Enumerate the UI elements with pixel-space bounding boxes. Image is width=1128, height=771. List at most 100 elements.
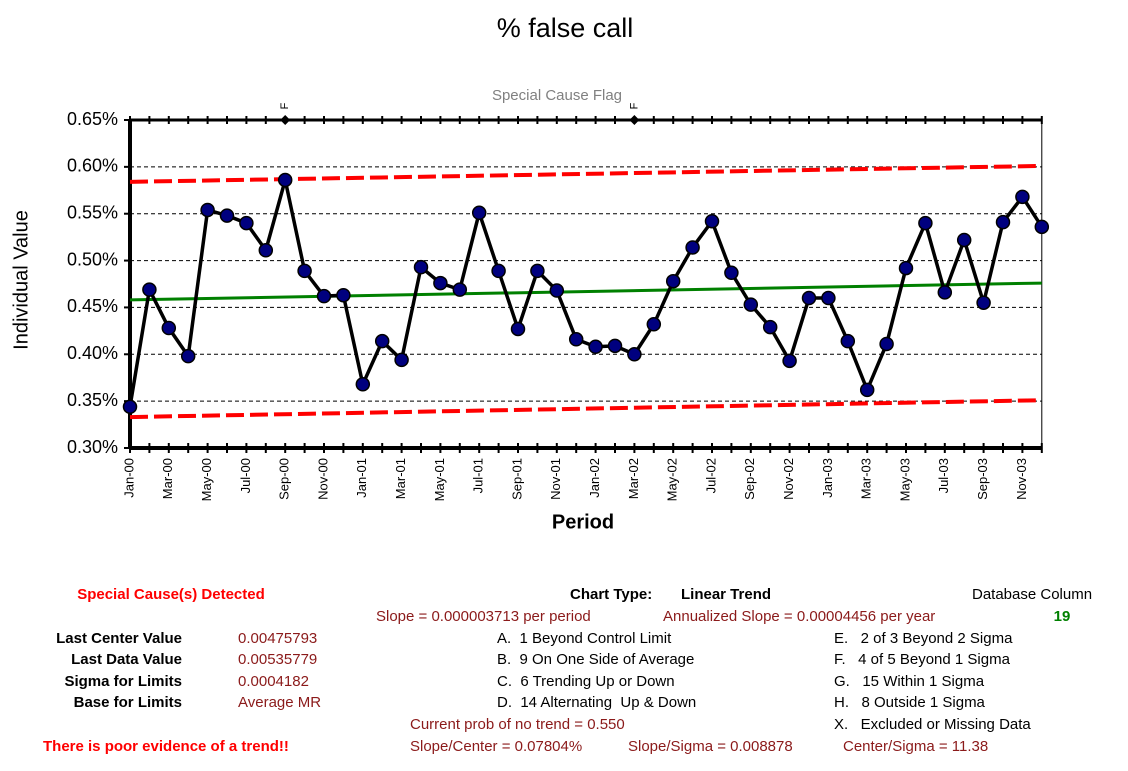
y-tick-label: 0.65% (67, 109, 118, 129)
x-tick-label: Mar-00 (160, 458, 175, 499)
y-tick-label: 0.45% (67, 296, 118, 316)
data-point (918, 215, 933, 231)
stat-value: Average MR (238, 694, 321, 711)
data-point (316, 288, 332, 304)
x-tick-label: Mar-01 (393, 458, 408, 499)
data-point (821, 290, 836, 306)
evidence: There is poor evidence of a trend!! (43, 738, 289, 755)
rule: A. 1 Beyond Control Limit (497, 630, 672, 647)
data-point (743, 297, 759, 312)
data-point (956, 232, 972, 248)
x-tick-label: May-01 (432, 458, 447, 501)
x-tick-label: May-00 (199, 458, 214, 501)
rule: D. 14 Alternating Up & Down (497, 694, 696, 711)
rule: B. 9 On One Side of Average (497, 651, 694, 668)
x-tick-label: Jul-02 (703, 458, 718, 493)
data-point (840, 333, 856, 349)
rule: G. 15 Within 1 Sigma (834, 673, 985, 690)
x-tick-label: Nov-02 (781, 458, 796, 500)
x-tick-label: Nov-01 (548, 458, 563, 500)
y-tick-label: 0.60% (67, 156, 118, 176)
data-point (394, 352, 409, 368)
y-tick-label: 0.50% (67, 249, 118, 269)
data-point (239, 215, 254, 231)
chart-title: % false call (497, 13, 634, 43)
x-tick-label: Nov-00 (315, 458, 330, 500)
data-point (336, 287, 351, 303)
stat-value: 0.0004182 (238, 673, 309, 690)
x-tick-label: Sep-01 (509, 458, 524, 500)
data-point (879, 336, 894, 352)
data-point (161, 320, 177, 336)
stat-label: Base for Limits (74, 694, 182, 711)
data-point (142, 282, 157, 297)
data-point (258, 243, 274, 258)
data-point (530, 263, 545, 279)
data-point (219, 208, 235, 223)
data-point (976, 295, 991, 310)
x-tick-label: Sep-00 (277, 458, 292, 500)
x-tick-label: Nov-03 (1014, 458, 1029, 500)
lower-limit (129, 398, 1042, 420)
data-point (898, 260, 914, 276)
data-point (1015, 189, 1030, 205)
data-line (128, 179, 1044, 408)
x-tick-label: Mar-02 (626, 458, 641, 499)
data-point (568, 332, 584, 347)
x-tick-label: Jul-03 (936, 458, 951, 493)
slope-center: Slope/Center = 0.07804% (410, 738, 582, 755)
annualized-slope: Annualized Slope = 0.00004456 per year (663, 608, 935, 625)
data-point (665, 273, 681, 289)
chart-type: Linear Trend (681, 586, 771, 603)
x-tick-label: May-02 (665, 458, 680, 501)
data-point (510, 321, 526, 337)
data-point (627, 347, 642, 362)
upper-limit (129, 163, 1042, 184)
center-line (129, 281, 1042, 302)
data-point (374, 333, 390, 349)
data-point (588, 339, 603, 355)
y-tick-label: 0.30% (67, 437, 118, 457)
stat-label: Sigma for Limits (64, 673, 182, 690)
data-point (200, 202, 215, 218)
data-point (433, 275, 448, 291)
y-tick-label: 0.40% (67, 343, 118, 363)
x-tick-label: Jan-01 (354, 458, 369, 498)
rule: E. 2 of 3 Beyond 2 Sigma (834, 630, 1013, 647)
data-point (995, 214, 1011, 230)
stat-label: Last Data Value (71, 651, 182, 668)
x-tick-label: Mar-03 (859, 458, 874, 499)
flag-marker (280, 115, 291, 125)
data-point (1034, 219, 1050, 235)
rule: H. 8 Outside 1 Sigma (834, 694, 986, 711)
x-tick-label: Jan-00 (121, 458, 136, 498)
flag-label: F (628, 102, 640, 109)
x-axis-label: Period (552, 511, 614, 533)
data-point (762, 319, 778, 335)
rule: C. 6 Trending Up or Down (497, 673, 675, 690)
x-tick-label: Jul-01 (471, 458, 486, 493)
rule: X. Excluded or Missing Data (834, 716, 1031, 733)
x-tick-label: Sep-02 (742, 458, 757, 500)
data-point (607, 338, 623, 354)
data-point (297, 263, 312, 279)
data-point (937, 285, 953, 300)
prob: Current prob of no trend = 0.550 (410, 716, 625, 733)
data-point (685, 240, 700, 255)
data-point (724, 265, 739, 281)
db-column: 19 (1054, 608, 1071, 625)
data-point (471, 205, 487, 221)
x-tick-label: May-03 (897, 458, 912, 501)
data-point (859, 382, 875, 398)
x-tick-label: Jan-03 (820, 458, 835, 498)
y-tick-label: 0.55% (67, 202, 118, 222)
data-point (452, 282, 468, 297)
slope-sigma: Slope/Sigma = 0.008878 (628, 738, 793, 755)
data-point (277, 172, 293, 188)
rule: F. 4 of 5 Beyond 1 Sigma (834, 651, 1011, 668)
data-point (782, 353, 797, 369)
flag-title: Special Cause Flag (492, 87, 622, 104)
data-point (801, 290, 817, 306)
stat-label: Last Center Value (56, 630, 182, 647)
chart-type-label: Chart Type: (570, 586, 652, 603)
